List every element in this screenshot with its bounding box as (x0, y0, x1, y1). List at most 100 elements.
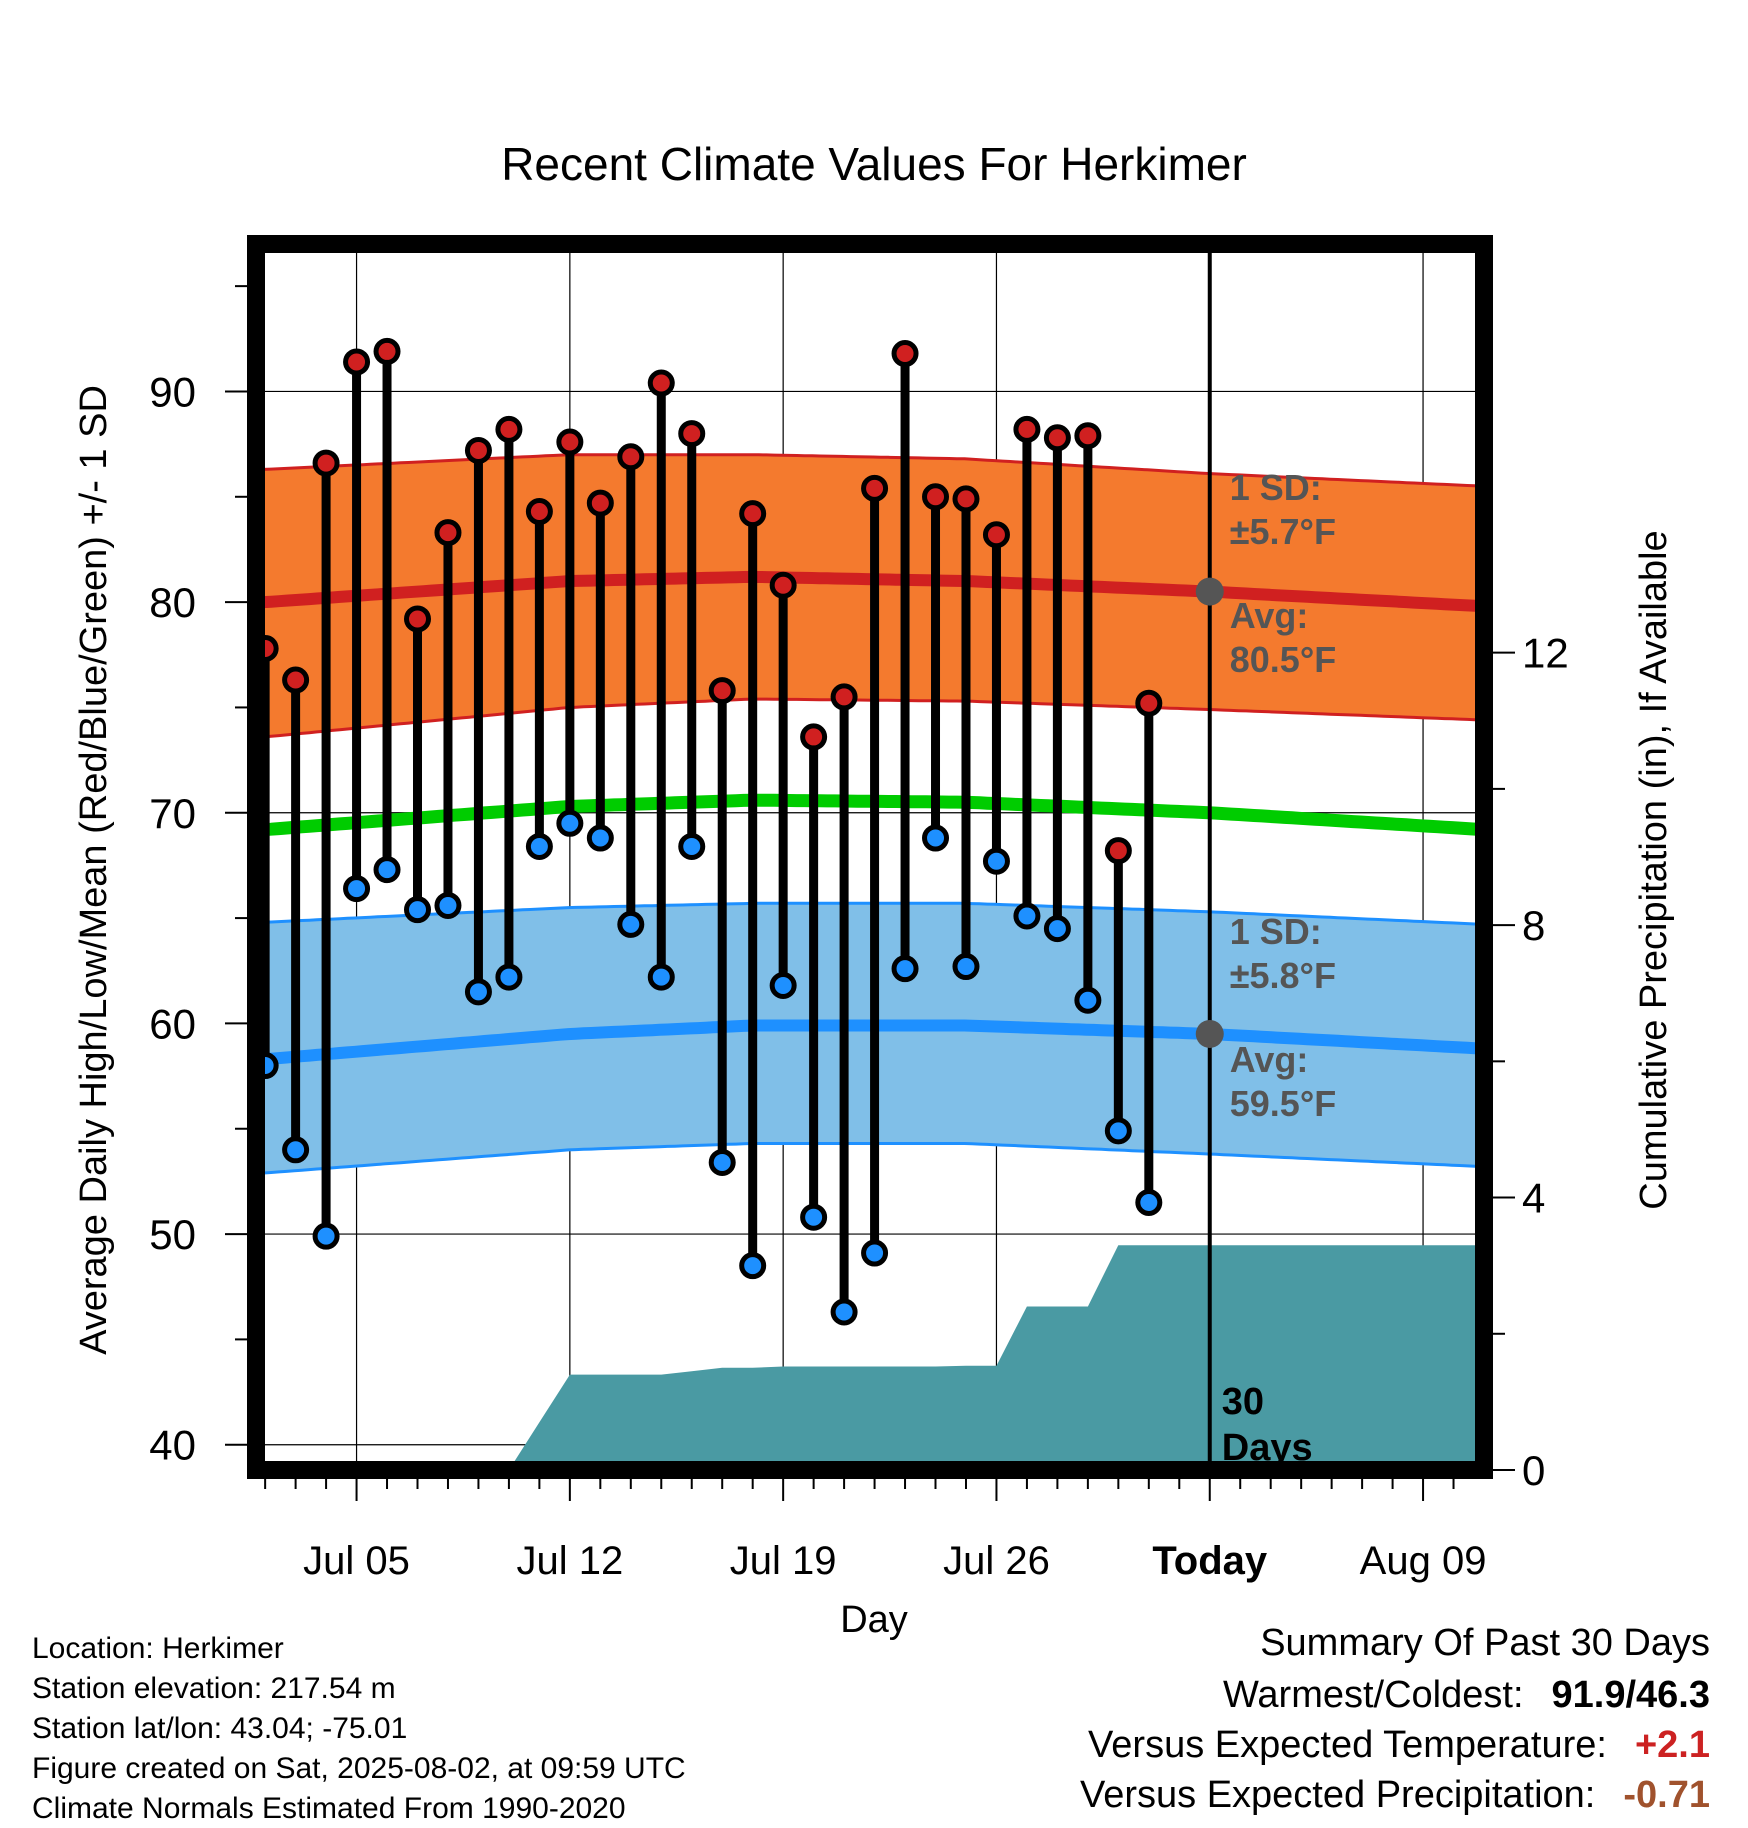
high-normal-line (256, 570, 1483, 613)
summary-title: Summary Of Past 30 Days (1260, 1622, 1710, 1664)
low-point (403, 896, 431, 924)
high-point (891, 340, 919, 368)
summary-temp: Versus Expected Temperature: +2.1 (1088, 1724, 1710, 1767)
x-tick-label: Aug 09 (1360, 1539, 1487, 1583)
info-elevation: Station elevation: 217.54 m (32, 1672, 396, 1705)
high-point (708, 677, 736, 705)
high-sd-lower-line (256, 697, 1483, 739)
low-point (1135, 1188, 1163, 1216)
low-point (891, 955, 919, 983)
x-tick-label: Jul 05 (303, 1539, 410, 1583)
low-point (434, 891, 462, 919)
high-point (434, 519, 462, 547)
low-point (586, 824, 614, 852)
low-point (1013, 902, 1041, 930)
y2-tick-label: 4 (1522, 1175, 1545, 1222)
plot-inner (256, 244, 1484, 1470)
high-normal-today-marker (1195, 577, 1224, 606)
low-sd-lower-line (256, 1142, 1483, 1175)
x-axis-label: Day (840, 1599, 908, 1641)
high-point (525, 498, 553, 526)
y-tick-label: 80 (149, 579, 196, 626)
low-point (708, 1148, 736, 1176)
low-sd-upper-line (256, 901, 1483, 926)
info-normals: Climate Normals Estimated From 1990-2020 (32, 1792, 626, 1825)
high-sd-upper-line (256, 453, 1483, 488)
y-axis-label: Average Daily High/Low/Mean (Red/Blue/Gr… (73, 385, 115, 1355)
window-number: 30 (1222, 1381, 1264, 1423)
low-point (647, 963, 675, 991)
y-tick-label: 70 (149, 790, 196, 837)
high-point (1074, 422, 1102, 450)
high-point (403, 605, 431, 633)
low-point (1043, 915, 1071, 943)
high-point (556, 428, 584, 456)
high-point (1043, 424, 1071, 452)
high-avg-title: Avg: (1230, 595, 1309, 636)
plot-frame (247, 235, 1493, 1479)
x-tick-label: Jul 12 (516, 1539, 623, 1583)
low-point (739, 1252, 767, 1280)
high-sd-title: 1 SD: (1230, 467, 1322, 508)
temp-value: +2.1 (1634, 1724, 1710, 1766)
low-point (1074, 986, 1102, 1014)
high-point (586, 489, 614, 517)
high-point (282, 666, 310, 694)
low-point (922, 824, 950, 852)
low-point (952, 953, 980, 981)
low-sd-title: 1 SD: (1230, 911, 1322, 952)
high-point (830, 683, 858, 711)
low-normal-today-marker (1195, 1019, 1224, 1048)
low-point (800, 1203, 828, 1231)
low-point (678, 832, 706, 860)
high-point (1013, 415, 1041, 443)
high-point (861, 474, 889, 502)
temp-label: Versus Expected Temperature: (1088, 1724, 1607, 1766)
precip-value: -0.71 (1623, 1774, 1710, 1816)
high-point (343, 348, 371, 376)
info-created: Figure created on Sat, 2025-08-02, at 09… (32, 1752, 686, 1785)
x-tick-label: Today (1152, 1539, 1268, 1583)
info-latlon: Station lat/lon: 43.04; -75.01 (32, 1712, 408, 1745)
low-point (830, 1298, 858, 1326)
high-point (373, 337, 401, 365)
high-point (312, 449, 340, 477)
x-tick-label: Jul 26 (943, 1539, 1050, 1583)
y2-axis-label: Cumulative Precipitation (in), If Availa… (1633, 530, 1675, 1209)
high-sd-value: ±5.7°F (1230, 511, 1336, 552)
summary-warm-cold: Warmest/Coldest: 91.9/46.3 (1223, 1674, 1710, 1717)
low-point (556, 809, 584, 837)
low-normal-line (256, 1019, 1483, 1066)
y2-tick-label: 12 (1522, 630, 1569, 677)
high-point (800, 723, 828, 751)
high-point (617, 443, 645, 471)
precip-label: Versus Expected Precipitation: (1079, 1774, 1596, 1816)
low-point (1104, 1117, 1132, 1145)
low-point (282, 1136, 310, 1164)
low-point (617, 910, 645, 938)
high-avg-value: 80.5°F (1230, 639, 1336, 680)
warm-cold-label: Warmest/Coldest: (1222, 1674, 1524, 1716)
high-point (922, 483, 950, 511)
low-avg-title: Avg: (1230, 1039, 1309, 1080)
low-point (495, 963, 523, 991)
high-point (464, 436, 492, 464)
y2-tick-label: 0 (1522, 1447, 1545, 1494)
high-point (495, 415, 523, 443)
low-point (982, 847, 1010, 875)
low-point (525, 832, 553, 860)
info-location: Location: Herkimer (32, 1632, 284, 1665)
low-point (373, 856, 401, 884)
high-point (647, 369, 675, 397)
high-point (952, 485, 980, 513)
low-avg-value: 59.5°F (1230, 1083, 1336, 1124)
low-point (343, 875, 371, 903)
high-point (739, 500, 767, 528)
high-sd-band (256, 454, 1483, 737)
summary-precip: Versus Expected Precipitation: -0.71 (1080, 1774, 1710, 1817)
y2-tick-label: 8 (1522, 902, 1545, 949)
low-point (312, 1222, 340, 1250)
low-point (464, 978, 492, 1006)
low-sd-value: ±5.8°F (1230, 955, 1336, 996)
